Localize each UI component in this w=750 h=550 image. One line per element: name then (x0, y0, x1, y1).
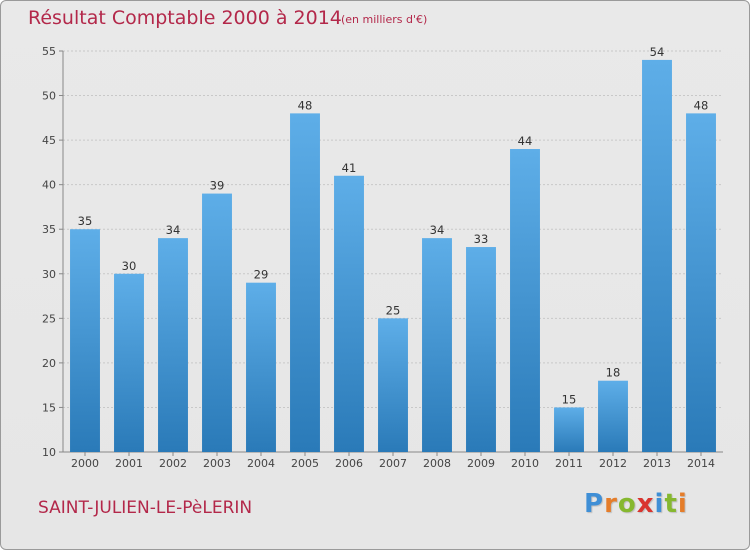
x-tick-label: 2006 (335, 457, 363, 470)
y-tick-label: 10 (42, 446, 56, 459)
data-label: 34 (430, 223, 445, 237)
logo-letter: i (677, 489, 688, 519)
y-tick-label: 30 (42, 268, 56, 281)
logo-letter: P (584, 489, 605, 519)
bar-2013 (642, 59, 672, 453)
bar-layer (70, 59, 716, 453)
x-tick-label: 2012 (599, 457, 627, 470)
x-tick-label: 2011 (555, 457, 583, 470)
logo-letter: i (654, 489, 665, 519)
x-tick-label: 2001 (115, 457, 143, 470)
y-tick-label: 50 (42, 90, 56, 103)
y-tick-label: 40 (42, 179, 56, 192)
x-tick-label: 2002 (159, 457, 187, 470)
x-tick-label: 2000 (71, 457, 99, 470)
data-label: 29 (254, 268, 269, 282)
bar-2011 (554, 407, 584, 452)
data-label: 48 (694, 98, 709, 112)
bar-2007 (378, 318, 408, 452)
data-label: 35 (78, 214, 93, 228)
logo-letter: x (636, 489, 655, 519)
data-label: 25 (386, 303, 401, 317)
y-tick-label: 25 (42, 312, 56, 325)
y-tick-label: 45 (42, 134, 56, 147)
bar-2014 (686, 113, 716, 452)
bar-2000 (70, 229, 100, 452)
y-tick-label: 15 (42, 401, 56, 414)
x-tick-label: 2005 (291, 457, 319, 470)
bar-2009 (466, 247, 496, 452)
data-label: 15 (562, 392, 577, 406)
x-tick-label: 2010 (511, 457, 539, 470)
logo-letter: t (664, 489, 678, 519)
x-tick-label: 2009 (467, 457, 495, 470)
x-tick-label: 2004 (247, 457, 275, 470)
bar-2012 (598, 380, 628, 452)
data-label: 39 (210, 179, 225, 193)
y-tick-label: 35 (42, 223, 56, 236)
bar-2001 (114, 273, 144, 452)
data-label: 48 (298, 98, 313, 112)
bar-2008 (422, 238, 452, 452)
y-tick-label: 20 (42, 357, 56, 370)
logo-letter: o (617, 489, 637, 519)
data-label: 33 (474, 232, 489, 246)
bar-2003 (202, 193, 232, 453)
bar-2005 (290, 113, 320, 452)
x-tick-label: 2003 (203, 457, 231, 470)
bar-2010 (510, 149, 540, 452)
chart-subtitle: (en milliers d'€) (341, 13, 428, 26)
chart-title: Résultat Comptable 2000 à 2014 (28, 7, 342, 29)
x-tick-label: 2008 (423, 457, 451, 470)
data-label: 41 (342, 161, 357, 175)
data-label: 18 (606, 366, 621, 380)
y-tick-label: 55 (42, 45, 56, 58)
bar-2002 (158, 238, 188, 452)
commune-name: SAINT-JULIEN-LE-PèLERIN (38, 498, 253, 518)
data-label: 30 (122, 259, 137, 273)
label-layer: 35 2000 30 2001 34 2002 39 2003 29 2004 48 2005 41 20… (71, 45, 715, 470)
proxiti-logo: Proxiti (584, 489, 688, 519)
data-label: 44 (518, 134, 533, 148)
data-label: 34 (166, 223, 181, 237)
data-label: 54 (650, 45, 665, 59)
x-tick-label: 2014 (687, 457, 715, 470)
bar-2006 (334, 175, 364, 452)
x-tick-label: 2007 (379, 457, 407, 470)
logo-letter: r (604, 489, 618, 519)
x-tick-label: 2013 (643, 457, 671, 470)
bar-2004 (246, 282, 276, 452)
